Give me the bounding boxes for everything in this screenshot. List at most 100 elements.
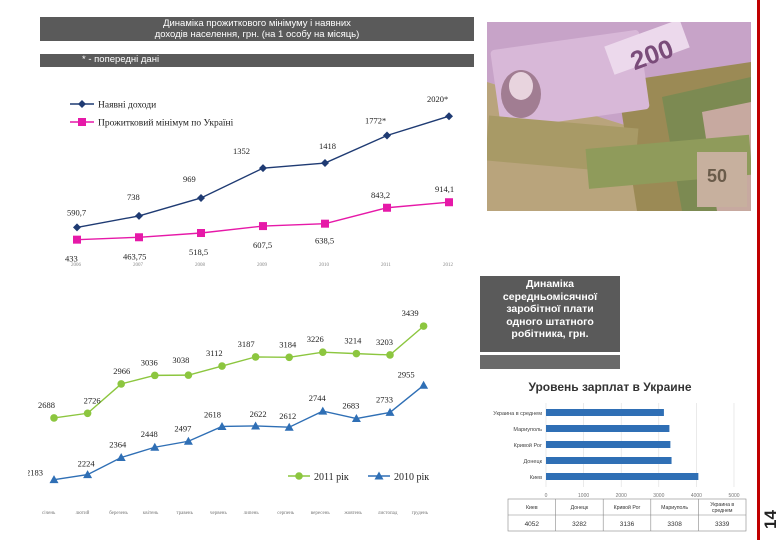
wage-point [351, 414, 361, 423]
income-data-label: 590,7 [67, 207, 86, 217]
wage-point [285, 353, 294, 362]
salary-bar-chart: Уровень зарплат в Украине Украина в сред… [493, 380, 747, 532]
income-data-label: 738 [127, 192, 140, 202]
wage-data-label: 2688 [38, 400, 55, 410]
wage-x-tick: грудень [412, 511, 429, 516]
series-line-minimum [76, 201, 450, 241]
wage-point [83, 409, 92, 418]
income-chart: Наявні доходи Прожитковий мінімум по Укра… [65, 94, 454, 268]
wage-x-tick: листопад [378, 511, 398, 516]
legend-marker [295, 472, 303, 480]
minimum-point [321, 219, 329, 228]
minimum-data-label: 607,5 [253, 240, 272, 250]
wage-title-line2: середньомісячної [502, 290, 598, 303]
wage-chart-legend: 2011 рік 2010 рік [288, 471, 429, 483]
wage-data-label: 3184 [279, 339, 297, 349]
salary-bar [546, 409, 664, 416]
wage-point [385, 407, 395, 416]
income-x-tick: 2007 [133, 263, 144, 268]
income-data-label: 2020* [427, 94, 448, 104]
wage-data-label: 2183 [28, 468, 43, 478]
page-number: 14 [761, 510, 780, 530]
salary-x-tick: 3000 [653, 493, 664, 499]
wage-data-label: 2733 [376, 394, 393, 404]
legend-marker [78, 118, 86, 126]
wage-chart: 2688 2726 2966 3036 3038 3112 3187 3184 3226 3214… [28, 308, 429, 516]
wage-title-strip [480, 355, 620, 369]
wage-chart-title: Динаміка середньомісячної заробітної пла… [480, 276, 620, 352]
salary-x-tick: 1000 [578, 493, 589, 499]
wage-point [386, 351, 394, 359]
income-x-tick: 2012 [443, 263, 454, 268]
salary-x-tick: 5000 [728, 493, 739, 499]
wage-data-label: 3439 [402, 308, 419, 318]
legend-label: Наявні доходи [98, 101, 156, 111]
wage-data-label: 2683 [342, 401, 359, 411]
page-side-rule [757, 0, 760, 540]
legend-marker [374, 471, 384, 480]
salary-x-tick: 0 [545, 493, 548, 499]
wage-data-label: 3226 [307, 334, 324, 344]
wage-point [217, 421, 227, 430]
table-cell: 3308 [667, 521, 682, 528]
salary-x-tick: 4000 [691, 493, 702, 499]
legend-marker [78, 100, 86, 108]
wage-title-line4: одного штатного [506, 315, 594, 328]
minimum-point [197, 229, 205, 238]
wage-point [50, 414, 58, 422]
salary-category-label: Кривой Рог [514, 442, 542, 449]
wage-point [150, 442, 160, 451]
income-point [321, 159, 329, 168]
minimum-point [383, 203, 391, 212]
wage-point [419, 322, 428, 330]
table-cell: 3136 [620, 521, 635, 528]
wage-x-tick: квітень [143, 511, 159, 516]
legend-label: Прожитковий мінімум по Україні [98, 118, 234, 129]
minimum-data-label: 843,2 [371, 190, 390, 200]
table-header: Украина в [710, 502, 734, 508]
table-header: Кривой Рог [614, 504, 641, 511]
table-header: Донецк [571, 505, 589, 511]
income-x-tick: 2008 [195, 263, 206, 268]
wage-data-label: 2726 [84, 395, 101, 405]
salary-category-label: Донецк [524, 459, 543, 465]
salary-x-tick: 2000 [616, 493, 627, 499]
minimum-data-label: 433 [65, 254, 78, 264]
wage-x-tick: лютий [76, 511, 90, 516]
wage-point [116, 453, 126, 462]
minimum-data-label: 463,75 [123, 251, 146, 261]
chart-title-line2: доходів населення, грн. (на 1 особу на м… [154, 29, 360, 40]
salary-category-label: Киев [530, 475, 542, 481]
wage-x-tick: січень [42, 511, 56, 516]
income-chart-legend: Наявні доходи Прожитковий мінімум по Укра… [70, 100, 234, 129]
income-point [197, 193, 205, 202]
chart-title-line1: Динаміка прожиткового мінімуму і наявних [163, 18, 351, 29]
wage-x-tick: жовтень [343, 511, 362, 516]
wage-x-tick: червень [210, 511, 227, 516]
salary-chart-title: Уровень зарплат в Украине [528, 380, 691, 394]
salary-bar [546, 457, 672, 464]
salary-bar [546, 441, 671, 448]
wage-x-tick: вересень [311, 511, 331, 516]
preliminary-note-banner: * - попередні дані [40, 54, 474, 67]
salary-bar [546, 473, 699, 480]
table-header: Мариуполь [661, 505, 688, 511]
wage-data-label: 2955 [398, 369, 415, 379]
wage-point [151, 371, 159, 380]
wage-data-label: 3112 [206, 348, 223, 358]
income-point [73, 223, 81, 232]
wage-data-label: 2966 [113, 366, 130, 376]
table-cell: 3282 [572, 521, 587, 528]
income-point [259, 164, 267, 173]
wage-data-label: 3187 [238, 339, 255, 349]
svg-text:50: 50 [707, 166, 727, 186]
series-line-2010-рік [53, 384, 425, 481]
minimum-point [259, 222, 267, 231]
wage-x-tick: липень [244, 511, 260, 516]
income-data-label: 1772* [365, 116, 386, 126]
wage-point [318, 406, 328, 415]
income-point [135, 211, 143, 220]
wage-point [184, 371, 193, 379]
money-photo: 200 50 [487, 22, 751, 211]
minimum-point [135, 233, 143, 242]
